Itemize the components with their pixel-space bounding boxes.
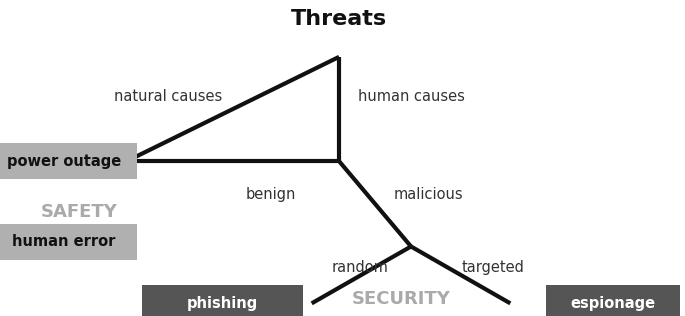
Text: human causes: human causes <box>358 89 464 104</box>
Text: human error: human error <box>12 234 115 249</box>
Text: random: random <box>331 259 388 275</box>
Text: espionage: espionage <box>571 296 656 311</box>
Text: natural causes: natural causes <box>114 89 222 104</box>
Text: benign: benign <box>245 187 296 202</box>
FancyBboxPatch shape <box>547 285 680 316</box>
Text: Threats: Threats <box>291 9 387 29</box>
Text: SECURITY: SECURITY <box>351 290 450 307</box>
FancyBboxPatch shape <box>0 224 137 260</box>
Text: SAFETY: SAFETY <box>40 203 117 221</box>
Text: targeted: targeted <box>462 259 525 275</box>
FancyBboxPatch shape <box>0 143 137 179</box>
Text: malicious: malicious <box>393 187 463 202</box>
Text: power outage: power outage <box>7 154 121 169</box>
Text: phishing: phishing <box>187 296 258 311</box>
FancyBboxPatch shape <box>142 285 303 316</box>
